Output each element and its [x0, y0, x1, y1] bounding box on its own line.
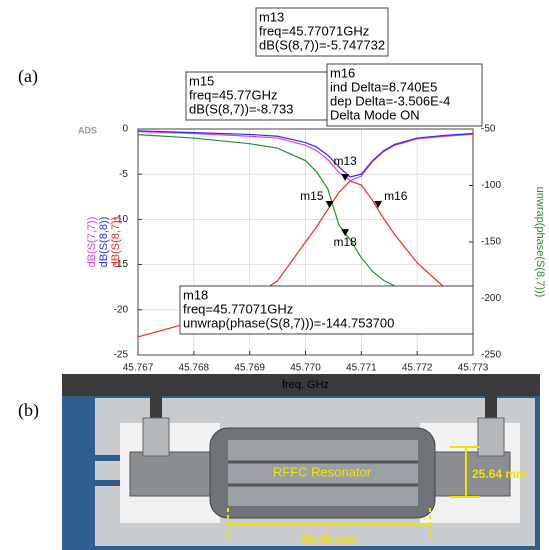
marker-readout: dB(S(8,7))=-5.747732 — [259, 37, 385, 52]
marker-readout: freq=45.77071GHz — [183, 301, 293, 316]
y-axis-title: dB(S(8,8)) — [98, 217, 110, 268]
y2-tick-label: -100 — [481, 180, 501, 191]
y2-tick-label: -200 — [481, 293, 501, 304]
marker-readout: Delta Mode ON — [330, 107, 420, 122]
y-tick-label: -25 — [114, 350, 129, 361]
x-tick-label: 45.767 — [123, 363, 154, 374]
marker-readout: freq=45.77GHz — [189, 87, 278, 102]
y-axis-title: dB(S(8,7)) — [110, 217, 122, 268]
marker-readout: ind Delta=8.740E5 — [330, 79, 437, 94]
x-tick-label: 45.772 — [402, 363, 433, 374]
photo-label: 86.35 mm — [302, 532, 357, 546]
marker-readout: freq=45.77071GHz — [259, 23, 369, 38]
corner-text: ADS — [78, 125, 97, 135]
y2-axis-title: unwrap(phase(S(8,7))) — [534, 187, 546, 298]
y2-tick-label: -50 — [481, 124, 496, 135]
marker-label: m18 — [333, 235, 357, 249]
panel-label: (b) — [18, 400, 39, 421]
y-tick-label: -5 — [119, 169, 128, 180]
y-tick-label: -20 — [114, 304, 129, 315]
x-tick-label: 45.770 — [290, 363, 321, 374]
marker-box-title: m16 — [330, 65, 355, 80]
x-axis-title: freq, GHz — [282, 379, 329, 391]
x-tick-label: 45.769 — [234, 363, 265, 374]
marker-label: m15 — [300, 189, 324, 203]
photo-label: 25.64 mm — [472, 467, 527, 481]
marker-readout: unwrap(phase(S(8,7)))=-144.753700 — [183, 315, 394, 330]
figure: (a) (b) RFFC Resonator 25.64 mm 86.35 mm… — [0, 0, 549, 550]
marker-label: m16 — [384, 189, 408, 203]
x-tick-label: 45.773 — [458, 363, 489, 374]
chart: ADS 45.767 45.768 45.769 45.770 45.771 45.772 4… — [78, 8, 546, 391]
connector — [478, 418, 504, 456]
photo-label: RFFC Resonator — [273, 464, 372, 479]
marker-label: m13 — [333, 154, 357, 168]
y-tick-label: 0 — [122, 124, 128, 135]
y2-tick-label: -150 — [481, 237, 501, 248]
panel-label: (a) — [18, 66, 38, 87]
marker-readout: dB(S(8,7))=-8.733 — [189, 101, 293, 116]
marker — [341, 174, 349, 181]
marker-readout: dep Delta=-3.506E-4 — [330, 93, 450, 108]
y-axis-title: dB(S(7,7)) — [86, 217, 98, 268]
photo: RFFC Resonator 25.64 mm 86.35 mm — [62, 374, 540, 550]
y2-tick-label: -250 — [481, 350, 501, 361]
x-tick-label: 45.768 — [179, 363, 210, 374]
marker-box-title: m18 — [183, 287, 208, 302]
marker-box-title: m15 — [189, 73, 214, 88]
marker-box-title: m13 — [259, 9, 284, 24]
connector — [143, 418, 169, 456]
x-tick-label: 45.771 — [346, 363, 377, 374]
